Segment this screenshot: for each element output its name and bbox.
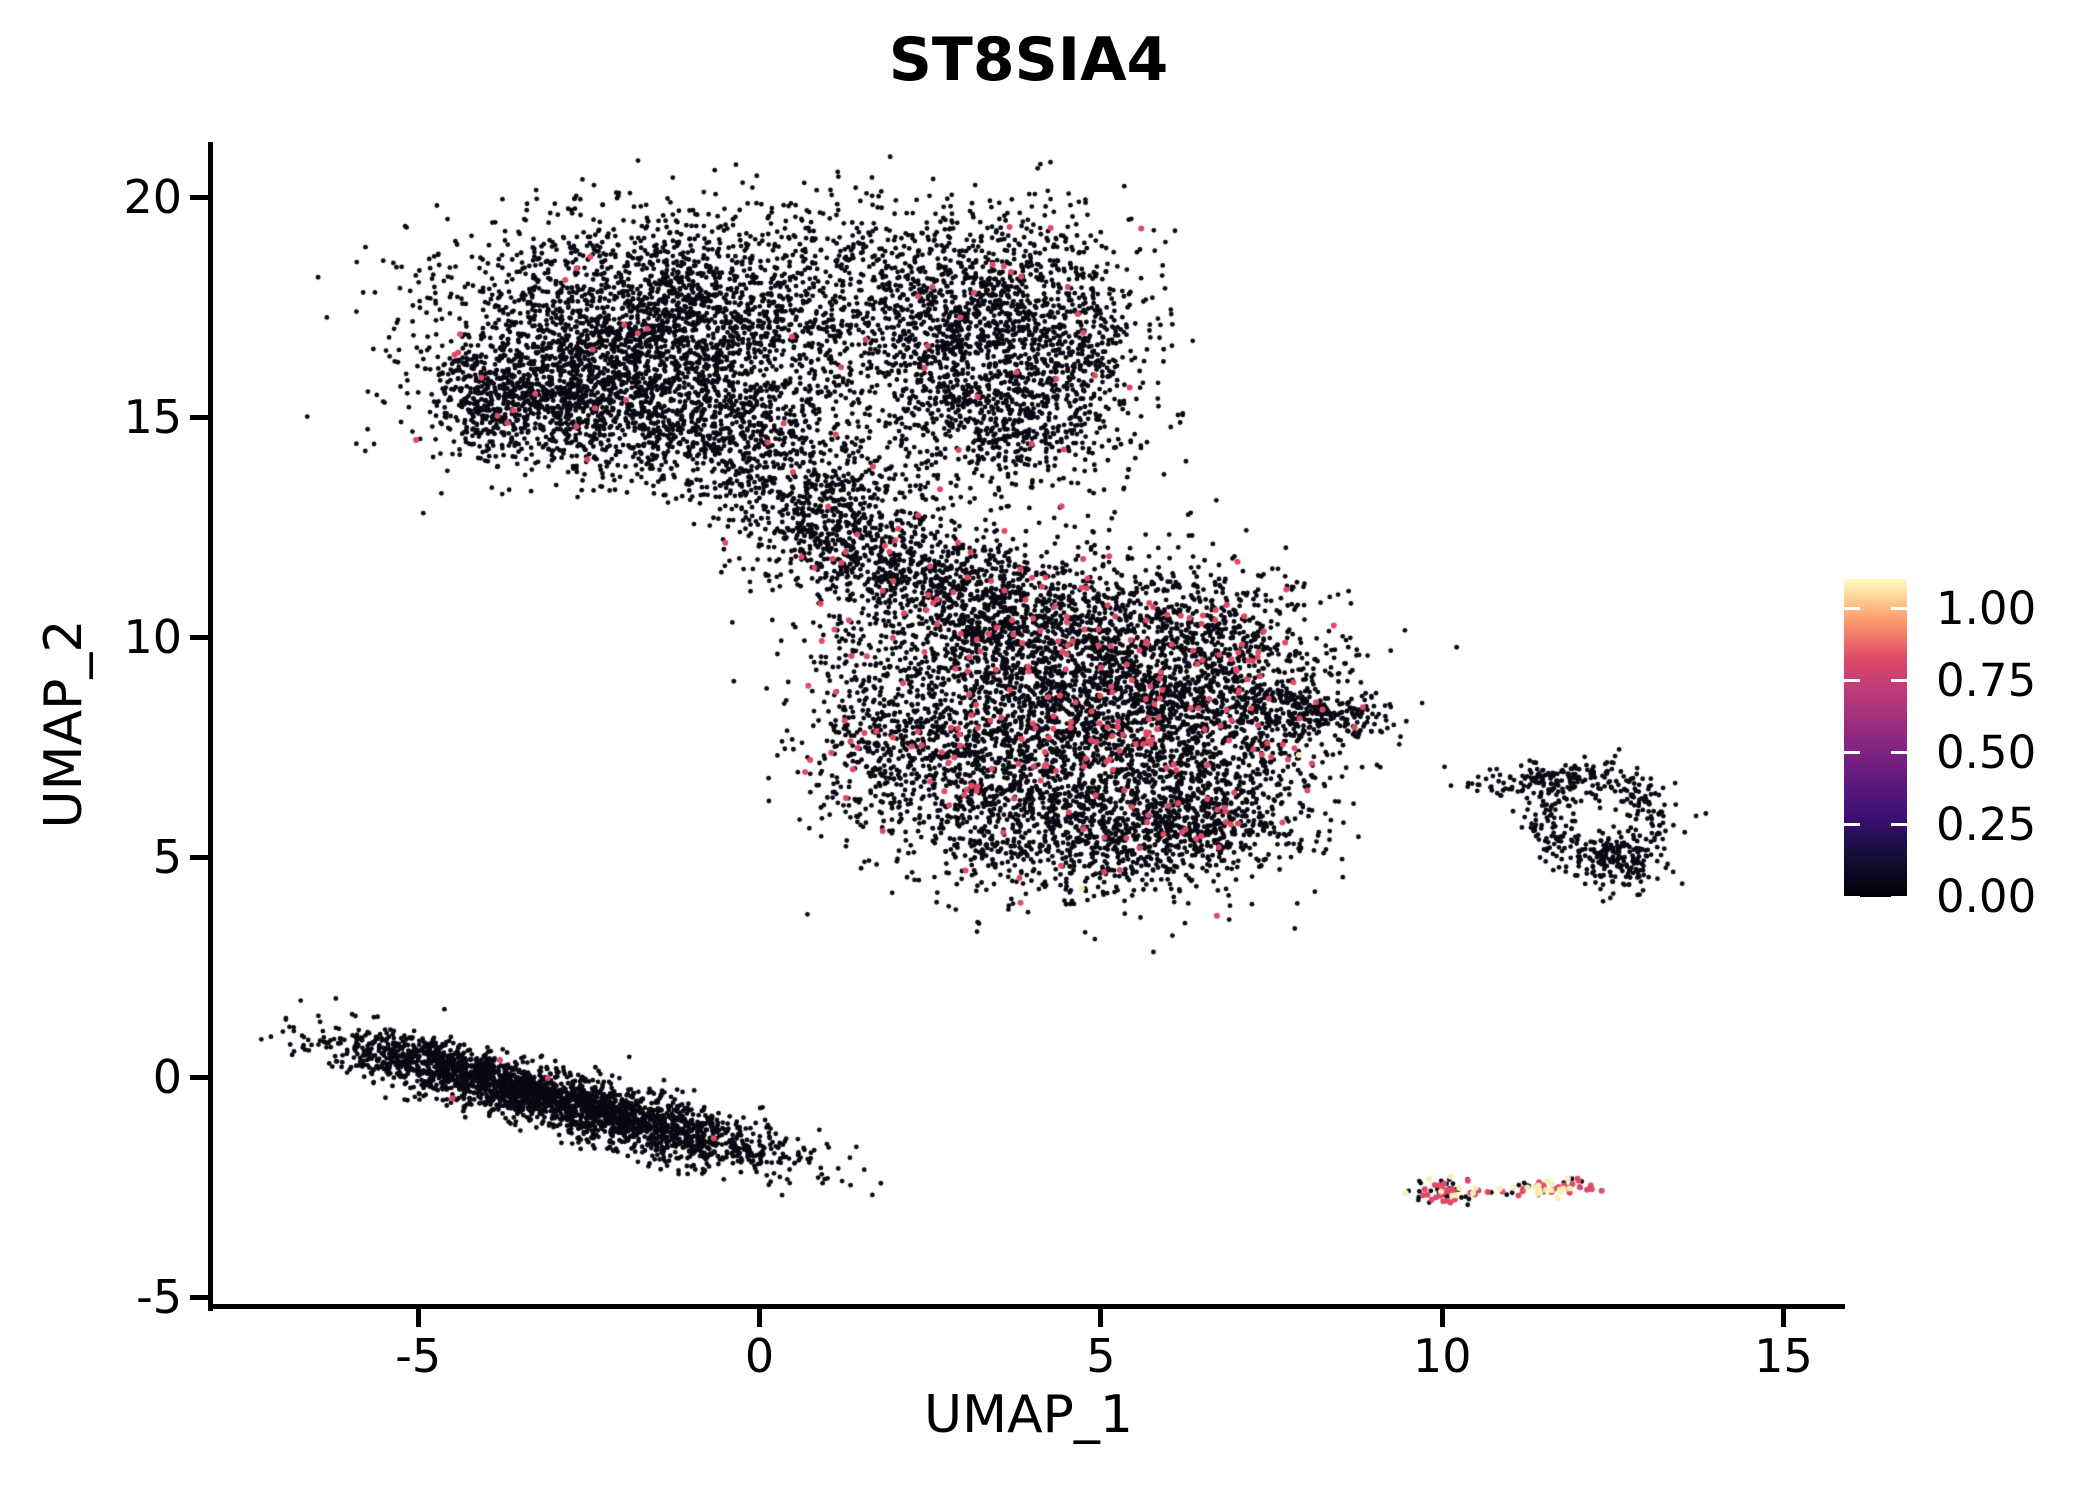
y-tick-mark [190, 194, 208, 200]
x-tick-label: 10 [1412, 1329, 1472, 1383]
y-tick-label: 0 [152, 1050, 182, 1105]
y-tick-label: 5 [152, 830, 182, 885]
colorbar-tick-mark [1844, 607, 1860, 611]
y-tick-label: 15 [123, 390, 182, 445]
x-tick-mark [1439, 1309, 1445, 1327]
x-tick-label: 0 [744, 1329, 775, 1383]
x-tick-label: -5 [395, 1329, 442, 1383]
x-tick-mark [1098, 1309, 1104, 1327]
colorbar-tick-label: 0.75 [1936, 653, 2037, 707]
y-tick-mark [190, 854, 208, 860]
x-axis-line [208, 1304, 1845, 1309]
x-tick-label: 15 [1754, 1329, 1813, 1383]
y-tick-label: 20 [123, 170, 182, 224]
x-axis-title: UMAP_1 [924, 1385, 1133, 1445]
x-tick-label: 5 [1086, 1329, 1116, 1383]
y-tick-mark [190, 1294, 208, 1300]
colorbar-tick-mark [1891, 751, 1907, 755]
y-axis-line [208, 142, 213, 1311]
umap-scatter-canvas [212, 142, 1845, 1306]
x-tick-mark [1781, 1309, 1787, 1327]
colorbar-tick-mark [1844, 823, 1860, 827]
y-tick-label: -5 [136, 1270, 182, 1325]
colorbar-tick-mark [1891, 607, 1907, 611]
colorbar-tick-mark [1844, 895, 1860, 899]
y-tick-label: 10 [123, 610, 182, 665]
colorbar-tick-label: 0.50 [1936, 725, 2037, 779]
colorbar-tick-mark [1844, 679, 1860, 683]
y-tick-mark [190, 1074, 208, 1080]
chart-title: ST8SIA4 [888, 25, 1169, 95]
y-tick-mark [190, 414, 208, 420]
colorbar-tick-label: 0.00 [1936, 870, 2037, 923]
colorbar-tick-mark [1891, 679, 1907, 683]
y-tick-mark [190, 634, 208, 640]
colorbar-tick-label: 1.00 [1936, 581, 2037, 635]
colorbar-tick-mark [1891, 823, 1907, 827]
x-tick-mark [415, 1309, 421, 1327]
colorbar-tick-mark [1844, 751, 1860, 755]
colorbar-tick-label: 0.25 [1936, 797, 2037, 851]
colorbar-tick-mark [1891, 895, 1907, 899]
x-tick-mark [757, 1309, 763, 1327]
colorbar-gradient [1844, 579, 1907, 897]
